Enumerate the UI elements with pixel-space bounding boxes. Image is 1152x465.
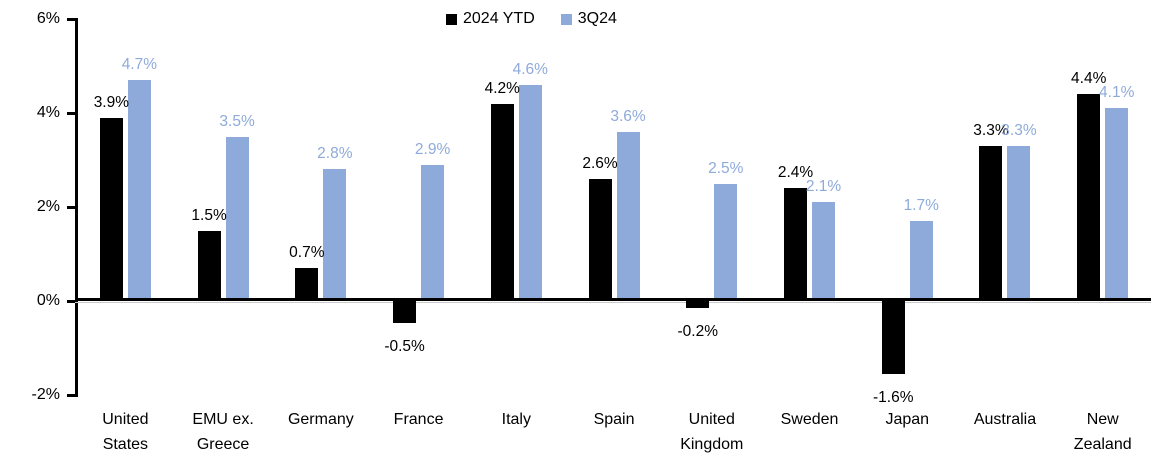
bar-group: 2.6% 3.6%	[565, 19, 663, 397]
bar-group: 2.4% 2.1%	[761, 19, 859, 397]
zero-line-shadow	[75, 301, 1151, 303]
bar	[225, 136, 249, 301]
bar	[1077, 94, 1101, 301]
bar	[295, 268, 319, 301]
bar-value-label: -0.5%	[384, 337, 425, 355]
bar-group: 0.7% 2.8%	[272, 19, 370, 397]
bar	[909, 221, 933, 301]
bar-value-label: 2.9%	[414, 140, 451, 158]
x-axis-category-label: Japan	[885, 411, 930, 428]
bar-value-label: 3.9%	[93, 93, 130, 111]
bar-group: -1.6% 1.7%	[858, 19, 956, 406]
bar-value-label: 3.5%	[219, 112, 255, 130]
bar-value-label: 2.1%	[805, 178, 842, 196]
bar-value-label: 3.6%	[610, 107, 646, 125]
y-axis-tick-label: 2%	[36, 198, 60, 215]
x-axis-category-label: Australia	[973, 411, 1037, 428]
bar	[490, 103, 514, 301]
bar	[784, 188, 807, 301]
legend-item-3q24: 3Q24	[560, 9, 617, 29]
legend-swatch-3q24	[560, 13, 572, 25]
bar-group: 3.3% 3.3%	[956, 19, 1054, 397]
x-axis-category-labels: United States EMU ex. Greece Germany France…	[77, 407, 1152, 461]
bar-value-label: 0.7%	[289, 244, 325, 262]
bar-value-label: 3.3%	[1001, 121, 1037, 139]
x-axis-category-label: Italy	[501, 411, 531, 428]
bar-group: 3.9% 4.7%	[77, 19, 175, 397]
bar-group: -0.5% 2.9%	[370, 19, 468, 397]
y-axis-tick	[67, 299, 75, 303]
bar	[421, 164, 445, 301]
legend-swatch-2024-ytd	[446, 13, 457, 25]
y-axis-tick-label: 6%	[36, 10, 60, 27]
bar-value-label: 4.4%	[1071, 70, 1107, 88]
y-axis-tick-label: 0%	[36, 292, 60, 309]
bar	[979, 145, 1003, 301]
bar	[99, 117, 123, 301]
x-axis-category-label: United States	[102, 411, 149, 453]
bar-group: 4.2% 4.6%	[467, 19, 565, 397]
y-axis-tick-label: 4%	[36, 104, 60, 121]
bar	[323, 169, 347, 301]
x-axis-zero-line	[75, 298, 1151, 301]
bar	[616, 131, 640, 301]
bar	[686, 299, 710, 309]
bar	[393, 299, 417, 323]
bar	[1007, 145, 1031, 301]
bar	[197, 230, 221, 301]
bar-value-label: 1.5%	[191, 206, 227, 224]
bar	[881, 299, 905, 375]
x-axis-category-label: Spain	[593, 411, 635, 428]
bar-value-label: 2.6%	[582, 154, 618, 172]
y-axis-tick	[67, 205, 75, 209]
x-axis-category-label: EMU ex. Greece	[192, 411, 254, 453]
bar-value-label: -1.6%	[872, 389, 914, 407]
y-axis-tick	[67, 111, 75, 115]
bar	[812, 202, 835, 301]
bar-value-label: 1.7%	[903, 197, 939, 215]
plot-area: 3.9% 4.7% 1.5% 3.5% 0.7% 2.8% -0.5% 2.9% 4.2% 4.6…	[77, 19, 1152, 406]
bar	[588, 178, 612, 301]
bar	[518, 84, 542, 301]
bar-value-label: 4.7%	[121, 56, 158, 74]
legend: 2024 YTD 3Q24	[446, 9, 617, 29]
x-axis-category-label: Germany	[287, 411, 354, 428]
bar-value-label: 2.4%	[777, 164, 814, 182]
bar-value-label: 4.2%	[484, 79, 520, 97]
bar-value-label: 4.6%	[512, 60, 548, 78]
x-axis-category-label: Sweden	[780, 411, 839, 428]
x-axis-category-label: New Zealand	[1073, 411, 1132, 453]
bar-group: 4.4% 4.1%	[1054, 19, 1152, 397]
legend-label-2024-ytd: 2024 YTD	[463, 10, 535, 27]
y-axis-tick	[67, 393, 75, 397]
bar-value-label: 4.1%	[1099, 84, 1135, 102]
bar	[127, 80, 151, 301]
bar-value-label: -0.2%	[677, 323, 719, 341]
y-axis-tick-label: -2%	[31, 386, 60, 403]
bar-value-label: 2.8%	[317, 145, 353, 163]
legend-item-2024-ytd: 2024 YTD	[446, 9, 535, 29]
bar	[714, 183, 738, 301]
bar-group: 1.5% 3.5%	[174, 19, 272, 397]
y-axis-spine	[75, 17, 78, 397]
legend-label-3q24: 3Q24	[577, 10, 617, 27]
y-axis-tick	[67, 17, 75, 21]
bar-value-label: 3.3%	[973, 121, 1009, 139]
bar-group: -0.2% 2.5%	[663, 19, 761, 397]
bar-value-label: 2.5%	[708, 159, 744, 177]
x-axis-category-label: United Kingdom	[680, 411, 744, 453]
bar	[1105, 108, 1129, 301]
x-axis-category-label: France	[393, 411, 444, 428]
